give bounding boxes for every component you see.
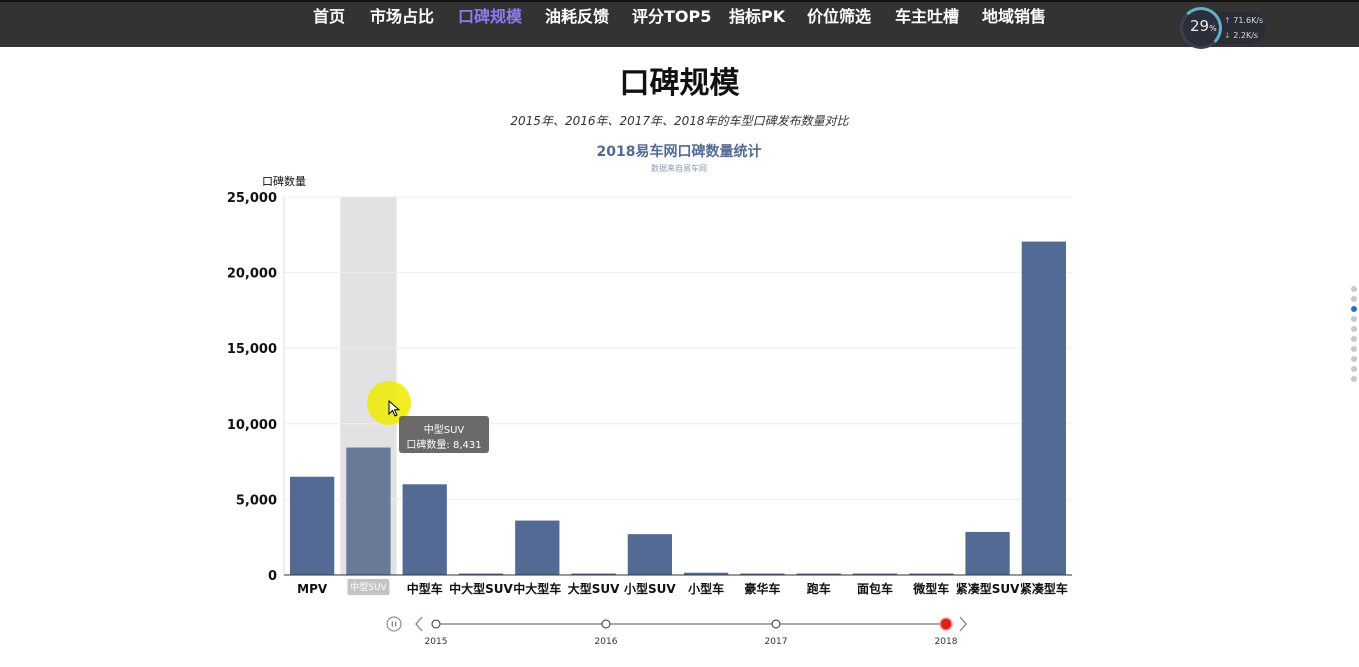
y-tick-label: 0 bbox=[268, 569, 277, 584]
x-tick-label: 中大型车 bbox=[513, 581, 561, 596]
pager-dot[interactable] bbox=[1351, 296, 1357, 302]
y-tick-label: 10,000 bbox=[227, 418, 277, 433]
y-tick-label: 25,000 bbox=[227, 191, 277, 206]
bar bbox=[852, 573, 898, 575]
bar bbox=[796, 573, 841, 575]
bar bbox=[965, 531, 1010, 575]
bar bbox=[290, 476, 335, 575]
x-tick-label: MPV bbox=[297, 582, 328, 596]
x-tick-label: 中型SUV bbox=[350, 581, 387, 593]
cpu-usage-percent: 29% bbox=[1190, 17, 1217, 35]
pager-dot[interactable] bbox=[1351, 336, 1357, 342]
pager-dot[interactable] bbox=[1351, 286, 1357, 292]
mouse-cursor-icon bbox=[388, 400, 400, 417]
x-tick-highlight bbox=[347, 579, 390, 595]
y-tick-label: 20,000 bbox=[227, 267, 277, 282]
bar bbox=[402, 484, 447, 575]
nav-item-8[interactable]: 地域销售 bbox=[982, 7, 1047, 26]
timeline-label: 2017 bbox=[765, 637, 788, 647]
timeline-point[interactable] bbox=[601, 619, 611, 629]
nav-item-5[interactable]: 指标PK bbox=[729, 7, 786, 26]
timeline-point[interactable] bbox=[431, 619, 441, 629]
top-navbar: 首页 市场占比 口碑规模 油耗反馈 评分TOP5 指标PK 价位筛选 车主吐槽 地域销售 29%… bbox=[0, 0, 1359, 49]
timeline-play-button[interactable] bbox=[386, 616, 402, 632]
pause-circle bbox=[386, 616, 402, 632]
x-tick-label: 大型SUV bbox=[568, 581, 620, 596]
y-axis-label: 口碑数量 bbox=[262, 175, 306, 188]
cpu-usage-ring bbox=[1180, 7, 1222, 49]
main-nav: 首页 市场占比 口碑规模 油耗反馈 评分TOP5 指标PK 价位筛选 车主吐槽 地域销售 bbox=[300, 0, 1060, 26]
x-tick-label: 豪华车 bbox=[744, 581, 780, 596]
chart-subtitle: 数据来自易车网 bbox=[651, 163, 707, 173]
y-tick-label: 5,000 bbox=[236, 493, 277, 508]
chart-title: 2018易车网口碑数量统计 bbox=[597, 143, 762, 160]
bar bbox=[909, 573, 954, 575]
timeline-current-point[interactable] bbox=[939, 617, 953, 631]
nav-item-2[interactable]: 口碑规模 bbox=[458, 7, 523, 26]
network-monitor-widget[interactable]: 29% ↑ 71.6K/s ↓ 2.2K/s bbox=[1180, 7, 1266, 49]
page-subtitle: 2015年、2016年、2017年、2018年的车型口碑发布数量对比 bbox=[510, 114, 849, 128]
timeline-next-icon[interactable] bbox=[959, 616, 967, 632]
bar bbox=[684, 572, 729, 575]
nav-item-1[interactable]: 市场占比 bbox=[370, 7, 435, 26]
timeline-prev-icon[interactable] bbox=[415, 616, 423, 632]
x-tick-label: 紧凑型车 bbox=[1020, 581, 1068, 596]
download-speed: ↓ 2.2K/s bbox=[1224, 31, 1259, 40]
pager-dot[interactable] bbox=[1351, 316, 1357, 322]
section-pager bbox=[1350, 286, 1358, 386]
bar bbox=[571, 573, 616, 575]
nav-item-7[interactable]: 车主吐槽 bbox=[895, 7, 960, 26]
x-tick-label: 中型车 bbox=[407, 581, 443, 596]
pager-dot[interactable] bbox=[1351, 356, 1357, 362]
nav-item-3[interactable]: 油耗反馈 bbox=[545, 7, 610, 26]
pager-dot[interactable] bbox=[1351, 306, 1357, 312]
x-tick-label: 小型SUV bbox=[624, 581, 676, 596]
nav-item-6[interactable]: 价位筛选 bbox=[807, 7, 872, 26]
timeline-label: 2018 bbox=[935, 637, 958, 647]
timeline-point[interactable] bbox=[771, 619, 781, 629]
timeline-label: 2015 bbox=[425, 637, 448, 647]
pager-dot[interactable] bbox=[1351, 366, 1357, 372]
upload-speed: ↑ 71.6K/s bbox=[1224, 16, 1264, 25]
pager-dot[interactable] bbox=[1351, 376, 1357, 382]
nav-item-4[interactable]: 评分TOP5 bbox=[632, 7, 712, 26]
chart-tooltip: 中型SUV 口碑数量: 8,431 bbox=[399, 416, 489, 453]
x-tick-label: 小型车 bbox=[688, 581, 724, 596]
pager-dot[interactable] bbox=[1351, 346, 1357, 352]
bar bbox=[740, 573, 785, 575]
x-tick-label: 跑车 bbox=[807, 581, 831, 596]
upload-arrow-icon: ↑ bbox=[1224, 16, 1231, 25]
bar bbox=[627, 534, 672, 575]
top-border bbox=[0, 0, 1359, 2]
y-tick-label: 15,000 bbox=[227, 342, 277, 357]
tooltip-value-line: 口碑数量: 8,431 bbox=[406, 440, 482, 451]
page-title: 口碑规模 bbox=[619, 66, 740, 101]
bar bbox=[346, 447, 391, 575]
x-tick-label: 中大型SUV bbox=[449, 581, 513, 596]
pager-dot[interactable] bbox=[1351, 326, 1357, 332]
bar bbox=[458, 573, 504, 575]
nav-item-0[interactable]: 首页 bbox=[313, 7, 346, 26]
x-tick-label: 微型车 bbox=[912, 581, 949, 596]
bar bbox=[515, 520, 560, 575]
download-arrow-icon: ↓ bbox=[1224, 31, 1231, 40]
x-tick-label: 紧凑型SUV bbox=[956, 581, 1020, 596]
bar bbox=[1021, 241, 1066, 575]
timeline-label: 2016 bbox=[595, 637, 618, 647]
tooltip-category: 中型SUV bbox=[423, 425, 465, 436]
x-tick-label: 面包车 bbox=[857, 581, 893, 596]
